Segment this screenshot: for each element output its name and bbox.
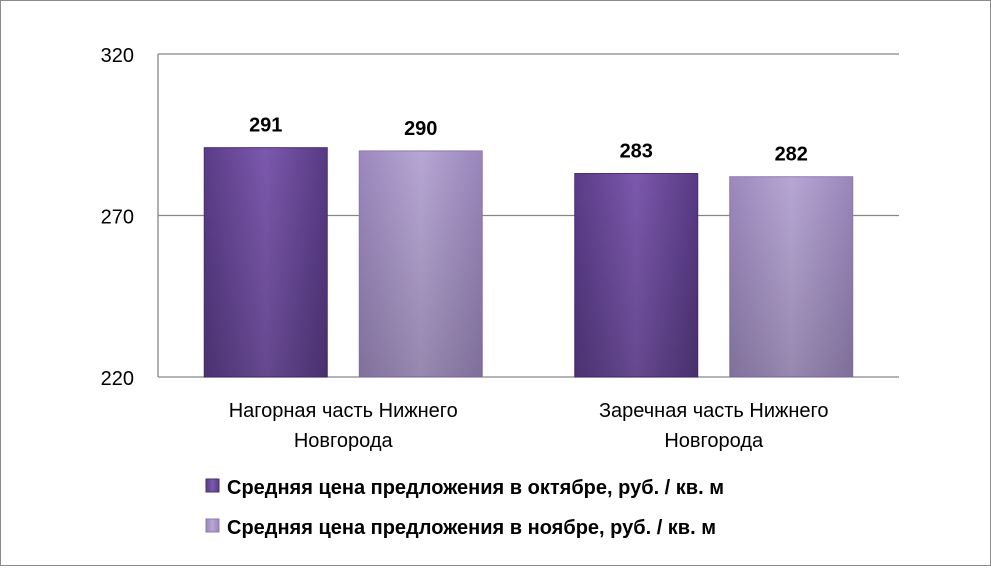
category-label: Заречная часть Нижнего [599, 400, 829, 422]
legend-swatch [205, 478, 220, 493]
legend: Средняя цена предложения в октябре, руб.… [205, 477, 724, 539]
bars [203, 147, 854, 378]
data-labels: 291 290 283 282 [249, 115, 808, 166]
y-tick-label: 220 [101, 368, 134, 390]
legend-label: Средняя цена предложения в октябре, руб.… [227, 477, 724, 499]
y-tick-label: 320 [101, 45, 134, 67]
bar-shade [359, 150, 483, 377]
data-label: 282 [775, 144, 808, 166]
legend-label: Средняя цена предложения в ноябре, руб. … [227, 517, 716, 539]
data-label: 283 [620, 141, 653, 163]
category-labels: Нагорная часть Нижнего Новгорода Заречная … [229, 400, 829, 452]
category-label: Нагорная часть Нижнего [229, 400, 458, 422]
y-tick-label: 270 [101, 207, 134, 229]
data-label: 290 [404, 118, 437, 140]
legend-swatch [205, 518, 220, 533]
bar-shade [729, 176, 853, 377]
axes: 220 270 320 [101, 45, 159, 390]
category-label: Новгорода [664, 430, 764, 452]
bar-shade [204, 147, 328, 377]
category-label: Новгорода [294, 430, 394, 452]
data-label: 291 [249, 115, 282, 137]
bar-shade [574, 173, 698, 377]
